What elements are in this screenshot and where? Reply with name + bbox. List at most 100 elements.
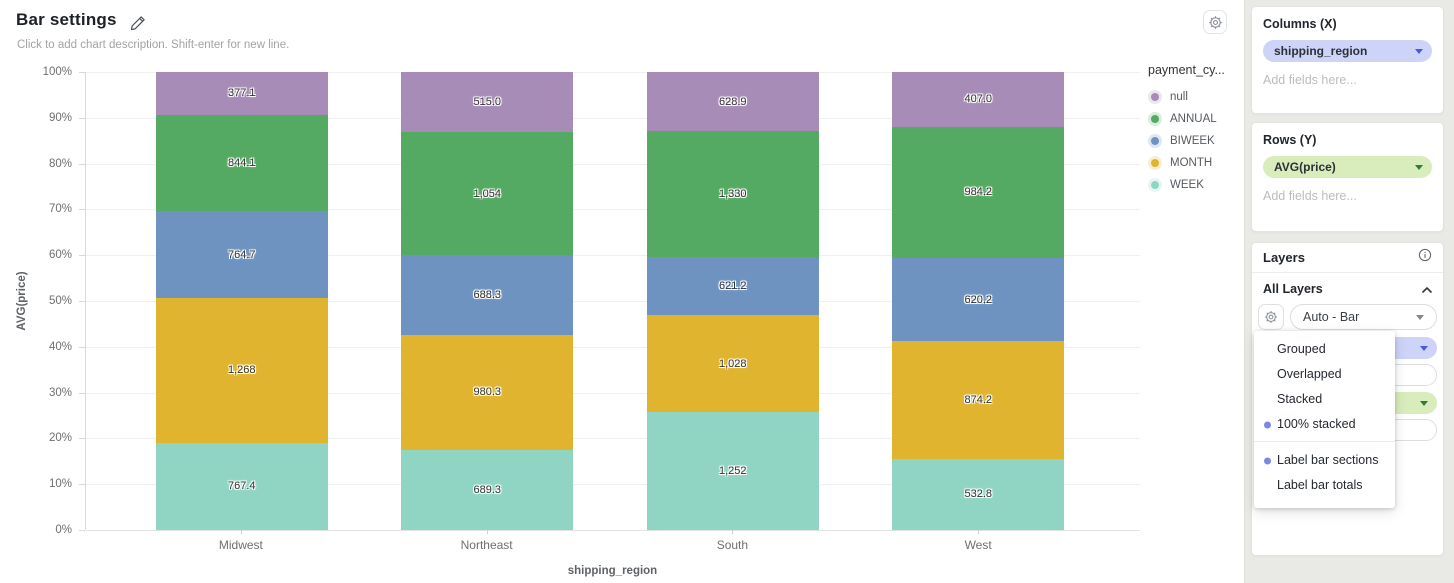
chevron-up-icon — [1422, 280, 1432, 298]
columns-field-pill-shipping-region[interactable]: shipping_region — [1263, 40, 1432, 62]
plot-area: 377.1 844.1 764.7 1,268 767.4 515.0 1,054 688.3… — [85, 72, 1140, 531]
legend-title: payment_cy... — [1148, 63, 1225, 77]
bar-segment-label: 844.1 — [227, 157, 256, 170]
all-layers-label: All Layers — [1263, 282, 1323, 296]
bar-segment-ANNUAL[interactable]: 1,330 — [646, 131, 819, 257]
category-band: 407.0 984.2 620.2 874.2 532.8 — [856, 72, 1102, 530]
layer-settings-gear-button[interactable] — [1258, 304, 1284, 330]
legend-item-BIWEEK[interactable]: BIWEEK — [1148, 130, 1244, 152]
columns-add-fields-dropzone[interactable]: Add fields here... — [1263, 73, 1357, 87]
bar-segment-ANNUAL[interactable]: 1,054 — [401, 132, 574, 255]
legend: payment_cy... null ANNUAL BIWEEK MONTH WEEK — [1148, 63, 1244, 196]
x-axis: Midwest Northeast South West — [118, 530, 1101, 552]
bar-segment-null[interactable]: 407.0 — [892, 72, 1065, 127]
bar-segment-label: 764.7 — [227, 248, 256, 261]
bar-segment-WEEK[interactable]: 532.8 — [892, 458, 1065, 530]
menu-toggle-label-bar-totals[interactable]: Label bar totals — [1277, 478, 1363, 492]
bar-segment-null[interactable]: 515.0 — [401, 72, 574, 133]
y-axis-tick — [79, 438, 85, 440]
gridline — [86, 484, 1140, 486]
bar-segment-label: 767.4 — [227, 480, 256, 493]
legend-item-WEEK[interactable]: WEEK — [1148, 174, 1244, 196]
bar-segment-label: 1,054 — [473, 187, 502, 200]
bar-segment-label: 628.9 — [718, 95, 747, 108]
settings-panel: Columns (X) shipping_region Add fields h… — [1244, 0, 1454, 583]
selected-dot-icon — [1264, 457, 1271, 464]
bar-segment-WEEK[interactable]: 689.3 — [401, 449, 574, 530]
y-axis: 100% 90% 80% 70% 60% 50% 40% 30% 20% 10% 0% — [0, 66, 85, 536]
bar-segment-label: 688.3 — [473, 289, 502, 302]
bar-segment-MONTH[interactable]: 1,268 — [155, 298, 328, 443]
gridline — [86, 117, 1140, 119]
y-axis-tick — [79, 346, 85, 348]
y-axis-tick — [79, 255, 85, 257]
category-band: 515.0 1,054 688.3 980.3 689.3 — [365, 72, 611, 530]
x-axis-label-south: South — [610, 530, 856, 552]
chevron-down-icon — [1420, 345, 1428, 351]
bar-segment-MONTH[interactable]: 874.2 — [892, 341, 1065, 459]
bar-segment-label: 689.3 — [473, 483, 502, 496]
category-band: 377.1 844.1 764.7 1,268 767.4 — [119, 72, 365, 531]
gridline — [86, 163, 1140, 165]
stacked-bar-northeast: 515.0 1,054 688.3 980.3 689.3 — [401, 72, 574, 530]
bar-segment-null[interactable]: 377.1 — [155, 72, 328, 115]
gridline — [86, 301, 1140, 302]
gridline — [86, 392, 1140, 394]
selected-dot-icon — [1264, 421, 1271, 428]
info-icon[interactable] — [1418, 248, 1432, 267]
legend-item-label: BIWEEK — [1170, 135, 1215, 147]
bar-segment-ANNUAL[interactable]: 844.1 — [155, 114, 328, 212]
legend-item-MONTH[interactable]: MONTH — [1148, 152, 1244, 174]
all-layers-collapse-toggle[interactable]: All Layers — [1263, 279, 1432, 299]
y-axis-tick-label: 100% — [42, 66, 72, 78]
legend-item-ANNUAL[interactable]: ANNUAL — [1148, 108, 1244, 130]
menu-option-stacked[interactable]: Stacked — [1277, 392, 1323, 406]
bar-segment-MONTH[interactable]: 980.3 — [401, 335, 574, 450]
bar-segment-MONTH[interactable]: 1,028 — [646, 315, 819, 413]
y-axis-tick-label: 60% — [48, 249, 72, 262]
bar-segment-WEEK[interactable]: 767.4 — [155, 442, 328, 531]
y-axis-tick-label: 80% — [48, 157, 72, 170]
bar-segment-label: 1,268 — [227, 364, 256, 377]
y-axis-tick-label: 0% — [55, 524, 72, 536]
bar-segment-label: 407.0 — [964, 93, 993, 106]
bar-segment-ANNUAL[interactable]: 984.2 — [892, 126, 1065, 259]
bar-segment-null[interactable]: 628.9 — [646, 72, 819, 132]
gridline — [86, 530, 1140, 531]
rows-add-fields-dropzone[interactable]: Add fields here... — [1263, 189, 1357, 203]
rows-field-pill-avg-price[interactable]: AVG(price) — [1263, 156, 1432, 178]
chart-settings-gear-button[interactable] — [1203, 10, 1227, 34]
menu-option-100-stacked[interactable]: 100% stacked — [1254, 412, 1395, 437]
bar-segment-BIWEEK[interactable]: 621.2 — [646, 256, 819, 316]
chart-description-placeholder[interactable]: Click to add chart description. Shift-en… — [17, 39, 290, 51]
x-axis-label-midwest: Midwest — [118, 530, 364, 552]
y-axis-tick — [79, 530, 85, 531]
bar-segment-WEEK[interactable]: 1,252 — [646, 412, 819, 530]
menu-toggle-label-bar-sections[interactable]: Label bar sections — [1254, 448, 1395, 473]
stacked-bar-south: 628.9 1,330 621.2 1,028 1,252 — [646, 72, 819, 530]
bar-segment-BIWEEK[interactable]: 764.7 — [155, 211, 328, 299]
chart-canvas-area: Bar settings Click to add chart descript… — [0, 10, 1244, 577]
legend-item-null[interactable]: null — [1148, 86, 1244, 108]
bar-segment-label: 980.3 — [473, 386, 502, 399]
chevron-down-icon — [1420, 400, 1428, 406]
bar-segment-label: 1,330 — [718, 187, 747, 200]
menu-option-overlapped[interactable]: Overlapped — [1277, 367, 1342, 381]
legend-swatch-icon — [1148, 178, 1162, 192]
y-axis-tick-label: 40% — [48, 340, 72, 353]
mark-type-select[interactable]: Auto - Bar — [1290, 304, 1437, 330]
bar-segment-BIWEEK[interactable]: 688.3 — [401, 254, 574, 336]
x-axis-label-northeast: Northeast — [364, 530, 610, 552]
bar-segment-BIWEEK[interactable]: 620.2 — [892, 258, 1065, 342]
rows-shelf-title: Rows (Y) — [1263, 133, 1317, 147]
bar-label-toggles: Label bar sections Label bar totals — [1254, 448, 1395, 498]
bar-bands: 377.1 844.1 764.7 1,268 767.4 515.0 1,054 688.3… — [119, 72, 1102, 531]
stacked-bar-west: 407.0 984.2 620.2 874.2 532.8 — [892, 72, 1065, 530]
legend-swatch-icon — [1148, 112, 1162, 126]
edit-title-pencil-icon[interactable] — [130, 15, 146, 31]
bar-segment-label: 874.2 — [964, 394, 993, 407]
y-axis-tick-label: 20% — [48, 432, 72, 445]
menu-option-grouped[interactable]: Grouped — [1277, 342, 1326, 356]
y-axis-tick — [79, 392, 85, 394]
page-title: Bar settings — [16, 10, 117, 29]
